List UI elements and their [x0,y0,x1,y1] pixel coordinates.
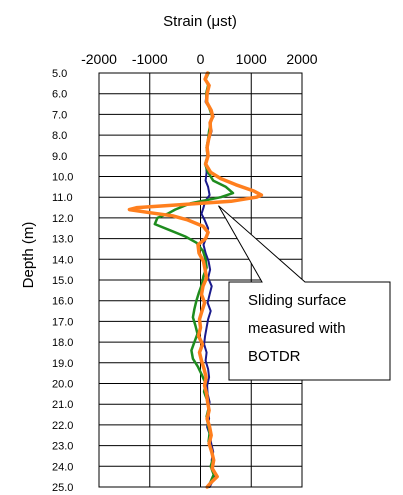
y-tick-label: 7.0 [52,109,67,121]
callout-line-3: BOTDR [248,348,301,365]
chart-title: Strain (μst) [163,13,237,30]
y-tick-label: 12.0 [52,213,73,225]
y-tick-label: 22.0 [52,420,73,432]
y-tick-label: 25.0 [52,482,73,494]
y-tick-label: 20.0 [52,379,73,391]
y-tick-label: 19.0 [52,358,73,370]
callout-line-2: measured with [248,320,346,337]
y-tick-labels: 5.0 6.0 7.0 8.0 9.0 10.0 11.0 12.0 13.0 14.0 15.0 1… [52,68,73,494]
y-tick-label: 16.0 [52,296,73,308]
x-tick-label: 1000 [236,51,267,67]
y-tick-label: 17.0 [52,316,73,328]
y-tick-label: 13.0 [52,234,73,246]
callout-shape [218,205,391,381]
y-tick-label: 18.0 [52,337,73,349]
y-tick-label: 23.0 [52,441,73,453]
y-tick-label: 14.0 [52,254,73,266]
y-tick-label: 11.0 [52,192,73,204]
callout-line-1: Sliding surface [248,292,346,309]
series-layer [127,71,264,489]
y-tick-label: 21.0 [52,399,73,411]
y-tick-label: 15.0 [52,275,73,287]
series-line-3 [127,71,264,489]
sliding-surface-callout: Sliding surface measured with BOTDR [218,205,391,381]
x-tick-label: -2000 [81,51,117,67]
y-axis-label: Depth (m) [20,222,37,289]
y-tick-label: 9.0 [52,151,67,163]
y-tick-label: 5.0 [52,68,67,80]
y-tick-label: 8.0 [52,130,67,142]
x-tick-label: 0 [197,51,205,67]
y-tick-label: 10.0 [52,172,73,184]
y-tick-label: 24.0 [52,461,73,473]
x-tick-labels: -2000 -1000 0 1000 2000 [81,51,318,67]
y-tick-label: 6.0 [52,89,67,101]
x-tick-label: 2000 [286,51,317,67]
x-tick-label: -1000 [132,51,168,67]
